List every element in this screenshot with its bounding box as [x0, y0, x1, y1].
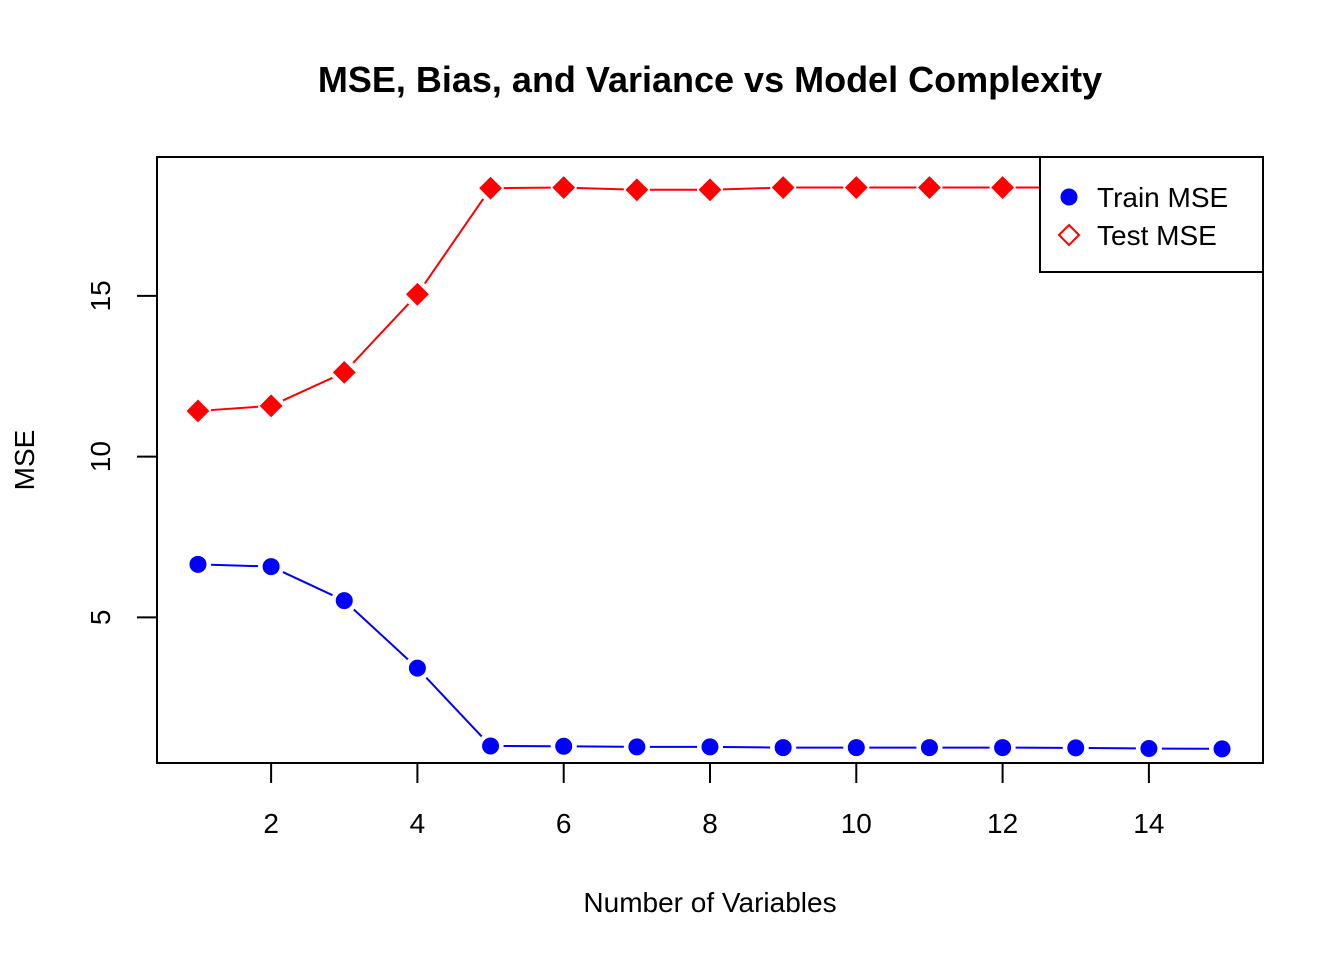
series-train-mse	[190, 556, 1230, 757]
data-point	[554, 178, 574, 198]
x-tick-label: 10	[841, 808, 872, 839]
x-tick-label: 14	[1133, 808, 1164, 839]
data-point	[848, 740, 864, 756]
data-point	[409, 660, 425, 676]
data-point	[483, 738, 499, 754]
series-line-segment	[577, 188, 624, 189]
legend: Train MSE Test MSE	[1040, 157, 1263, 272]
data-point	[627, 180, 647, 200]
data-point	[995, 740, 1011, 756]
data-point	[629, 739, 645, 755]
legend-label: Train MSE	[1097, 182, 1228, 213]
series-line-segment	[283, 572, 333, 595]
data-point	[481, 178, 501, 198]
x-tick-label: 2	[263, 808, 279, 839]
data-point	[334, 362, 354, 382]
data-point	[261, 396, 281, 416]
x-tick-label: 6	[556, 808, 572, 839]
data-point	[993, 178, 1013, 198]
series-line-segment	[283, 378, 333, 401]
data-point	[773, 178, 793, 198]
x-tick-label: 4	[410, 808, 426, 839]
x-axis-label: Number of Variables	[583, 887, 836, 918]
data-point	[1141, 741, 1157, 757]
series-line-segment	[353, 304, 408, 363]
data-point	[1068, 740, 1084, 756]
data-point	[336, 593, 352, 609]
series-line-segment	[425, 199, 483, 284]
series-line-segment	[211, 407, 258, 410]
series-line-segment	[354, 609, 408, 659]
x-tick-label: 12	[987, 808, 1018, 839]
data-point	[846, 178, 866, 198]
data-point	[1214, 741, 1230, 757]
y-tick-label: 10	[85, 441, 116, 472]
data-point	[919, 178, 939, 198]
data-point	[556, 738, 572, 754]
y-tick-label: 15	[85, 280, 116, 311]
data-point	[775, 740, 791, 756]
legend-label: Test MSE	[1097, 220, 1217, 251]
y-axis: 5 10 15	[85, 280, 157, 625]
y-axis-label: MSE	[9, 430, 40, 491]
data-point	[407, 284, 427, 304]
series-line-segment	[426, 678, 481, 737]
x-axis: 2 4 6 8 10 12 14	[263, 763, 1164, 839]
data-point	[921, 740, 937, 756]
data-point	[700, 180, 720, 200]
data-point	[263, 559, 279, 575]
x-tick-label: 8	[702, 808, 718, 839]
series-line-segment	[723, 188, 770, 189]
chart-title: MSE, Bias, and Variance vs Model Complex…	[318, 59, 1102, 100]
data-point	[188, 401, 208, 421]
y-tick-label: 5	[85, 610, 116, 626]
data-point	[190, 556, 206, 572]
legend-box	[1040, 157, 1263, 272]
legend-marker	[1061, 189, 1077, 205]
series-line-segment	[211, 565, 258, 566]
data-point	[702, 739, 718, 755]
